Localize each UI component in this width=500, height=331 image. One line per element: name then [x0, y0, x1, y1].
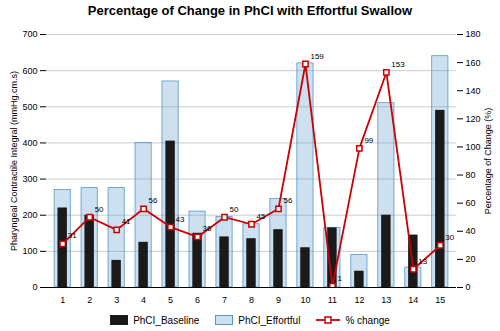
svg-text:300: 300 [22, 174, 37, 184]
svg-text:Pharyngeal Contractile Integra: Pharyngeal Contractile Integral (mmHg.cm… [9, 71, 19, 251]
svg-text:11: 11 [328, 295, 337, 305]
svg-text:153: 153 [391, 60, 405, 69]
svg-text:50: 50 [95, 205, 104, 214]
svg-text:7: 7 [222, 295, 227, 305]
svg-text:Percentage of Change (%): Percentage of Change (%) [483, 108, 493, 215]
svg-text:2: 2 [87, 295, 92, 305]
svg-text:700: 700 [22, 29, 37, 39]
svg-text:3: 3 [114, 295, 119, 305]
svg-text:400: 400 [22, 138, 37, 148]
svg-text:30: 30 [445, 233, 454, 242]
svg-text:45: 45 [257, 212, 266, 221]
svg-text:1: 1 [337, 274, 342, 283]
svg-text:8: 8 [249, 295, 254, 305]
svg-text:4: 4 [141, 295, 146, 305]
svg-text:120: 120 [466, 114, 481, 124]
svg-text:0: 0 [466, 282, 471, 292]
svg-text:15: 15 [435, 295, 445, 305]
svg-text:160: 160 [466, 57, 481, 67]
svg-text:20: 20 [466, 254, 476, 264]
svg-text:40: 40 [466, 226, 476, 236]
html-text:Percentage of Change in PhCI w: Percentage of Change in PhCI with Effort… [87, 3, 413, 18]
svg-text:13: 13 [381, 295, 391, 305]
svg-text:50: 50 [230, 205, 239, 214]
svg-text:80: 80 [466, 170, 476, 180]
svg-text:12: 12 [354, 295, 364, 305]
svg-text:600: 600 [22, 66, 37, 76]
svg-text:10: 10 [300, 295, 310, 305]
svg-text:9: 9 [276, 295, 281, 305]
svg-text:1: 1 [60, 295, 65, 305]
svg-text:41: 41 [122, 217, 131, 226]
html-text:% change: % change [345, 314, 390, 326]
svg-text:500: 500 [22, 102, 37, 112]
svg-text:43: 43 [176, 215, 185, 224]
html-text:PhCI_Baseline: PhCI_Baseline [133, 314, 200, 326]
svg-text:100: 100 [22, 246, 37, 256]
svg-text:56: 56 [283, 196, 292, 205]
svg-text:6: 6 [195, 295, 200, 305]
svg-text:36: 36 [203, 224, 212, 233]
svg-text:140: 140 [466, 86, 481, 96]
svg-text:200: 200 [22, 210, 37, 220]
svg-text:100: 100 [466, 142, 481, 152]
svg-text:13: 13 [418, 257, 427, 266]
svg-text:99: 99 [364, 136, 373, 145]
svg-text:31: 31 [68, 231, 77, 240]
svg-text:60: 60 [466, 198, 476, 208]
svg-text:0: 0 [32, 282, 37, 292]
svg-text:5: 5 [168, 295, 173, 305]
svg-text:180: 180 [466, 29, 481, 39]
svg-text:14: 14 [408, 295, 418, 305]
svg-text:159: 159 [310, 52, 324, 61]
svg-text:56: 56 [149, 196, 158, 205]
html-text:PhCI_Effortful: PhCI_Effortful [238, 314, 301, 326]
